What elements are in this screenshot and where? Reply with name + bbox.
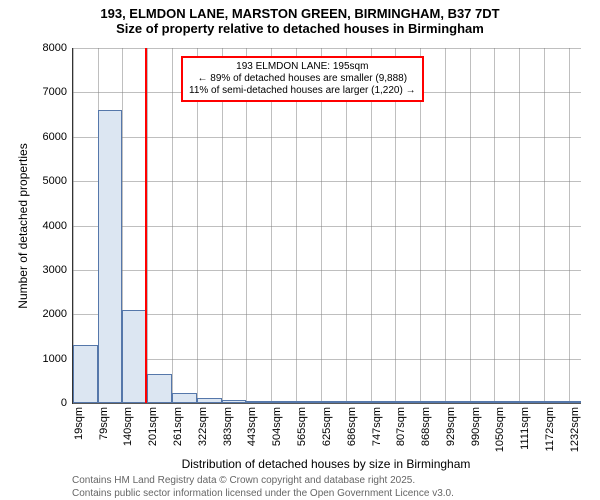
xtick-label: 686sqm — [346, 407, 358, 446]
xtick-label: 504sqm — [271, 407, 283, 446]
xtick-label: 201sqm — [147, 407, 159, 446]
xtick-label: 1232sqm — [569, 407, 581, 452]
gridline-vertical — [470, 48, 471, 403]
xtick-label: 1111sqm — [519, 407, 531, 450]
histogram-bar — [222, 400, 247, 403]
annotation-line: 11% of semi-detached houses are larger (… — [189, 85, 416, 97]
xtick-label: 929sqm — [445, 407, 457, 446]
chart-title-main: 193, ELMDON LANE, MARSTON GREEN, BIRMING… — [0, 0, 600, 21]
xtick-label: 79sqm — [98, 407, 110, 440]
gridline-horizontal — [73, 314, 581, 315]
histogram-bar — [73, 345, 98, 403]
xtick-label: 747sqm — [371, 407, 383, 446]
xtick-label: 1050sqm — [494, 407, 506, 452]
gridline-horizontal — [73, 359, 581, 360]
histogram-bar — [569, 401, 581, 403]
histogram-bar — [420, 401, 445, 403]
footer-copyright: Contains HM Land Registry data © Crown c… — [72, 475, 415, 486]
xtick-label: 140sqm — [122, 407, 134, 446]
chart-title-sub: Size of property relative to detached ho… — [0, 21, 600, 36]
ytick-label: 8000 — [43, 42, 67, 54]
xtick-label: 383sqm — [222, 407, 234, 446]
gridline-horizontal — [73, 270, 581, 271]
gridline-vertical — [519, 48, 520, 403]
xtick-label: 19sqm — [73, 407, 85, 440]
x-axis-label: Distribution of detached houses by size … — [182, 457, 471, 471]
histogram-bar — [395, 401, 420, 403]
xtick-label: 565sqm — [296, 407, 308, 446]
xtick-label: 868sqm — [420, 407, 432, 446]
histogram-bar — [246, 401, 271, 403]
ytick-label: 0 — [61, 397, 67, 409]
histogram-bar — [346, 401, 371, 403]
annotation-line: 193 ELMDON LANE: 195sqm — [189, 61, 416, 73]
gridline-vertical — [445, 48, 446, 403]
histogram-bar — [494, 401, 519, 403]
y-axis-label: Number of detached properties — [16, 143, 30, 308]
xtick-label: 625sqm — [321, 407, 333, 446]
annotation-line: ← 89% of detached houses are smaller (9,… — [189, 73, 416, 85]
histogram-bar — [321, 401, 346, 403]
gridline-vertical — [147, 48, 148, 403]
gridline-vertical — [172, 48, 173, 403]
xtick-label: 322sqm — [197, 407, 209, 446]
histogram-bar — [147, 374, 172, 403]
gridline-horizontal — [73, 226, 581, 227]
ytick-label: 5000 — [43, 175, 67, 187]
histogram-bar — [98, 110, 123, 403]
histogram-bar — [172, 393, 197, 403]
histogram-bar — [122, 310, 147, 403]
gridline-vertical — [544, 48, 545, 403]
gridline-horizontal — [73, 181, 581, 182]
property-marker-line — [145, 48, 147, 403]
xtick-label: 990sqm — [470, 407, 482, 446]
xtick-label: 261sqm — [172, 407, 184, 446]
histogram-bar — [371, 401, 396, 403]
histogram-bar — [445, 401, 470, 403]
gridline-horizontal — [73, 137, 581, 138]
ytick-label: 1000 — [43, 353, 67, 365]
histogram-bar — [544, 401, 569, 403]
plot-area: 01000200030004000500060007000800019sqm79… — [72, 48, 581, 404]
chart-container: 193, ELMDON LANE, MARSTON GREEN, BIRMING… — [0, 0, 600, 500]
histogram-bar — [519, 401, 544, 403]
ytick-label: 6000 — [43, 131, 67, 143]
xtick-label: 807sqm — [395, 407, 407, 446]
ytick-label: 7000 — [43, 86, 67, 98]
gridline-vertical — [494, 48, 495, 403]
histogram-bar — [296, 401, 321, 403]
ytick-label: 2000 — [43, 308, 67, 320]
histogram-bar — [470, 401, 495, 403]
annotation-box: 193 ELMDON LANE: 195sqm← 89% of detached… — [181, 56, 424, 102]
gridline-horizontal — [73, 403, 581, 404]
footer-license: Contains public sector information licen… — [72, 488, 454, 499]
gridline-horizontal — [73, 48, 581, 49]
xtick-label: 443sqm — [246, 407, 258, 446]
histogram-bar — [197, 398, 222, 403]
ytick-label: 4000 — [43, 220, 67, 232]
xtick-label: 1172sqm — [544, 407, 556, 451]
gridline-vertical — [569, 48, 570, 403]
histogram-bar — [271, 401, 296, 403]
ytick-label: 3000 — [43, 264, 67, 276]
